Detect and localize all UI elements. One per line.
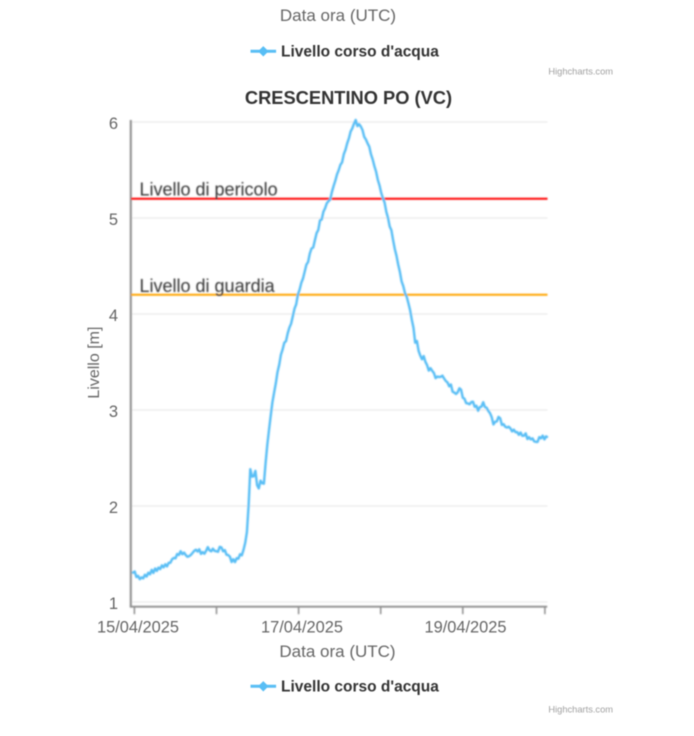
svg-text:5: 5: [109, 211, 118, 229]
svg-text:Livello di guardia: Livello di guardia: [140, 276, 276, 296]
svg-text:4: 4: [109, 307, 118, 325]
svg-text:Livello corso d'acqua: Livello corso d'acqua: [281, 44, 439, 61]
svg-text:Livello di pericolo: Livello di pericolo: [140, 179, 278, 199]
svg-text:Data ora (UTC): Data ora (UTC): [280, 6, 396, 25]
svg-text:Highcharts.com: Highcharts.com: [548, 704, 613, 714]
svg-text:6: 6: [109, 115, 118, 133]
svg-text:2: 2: [109, 499, 118, 517]
svg-text:Livello [m]: Livello [m]: [86, 327, 103, 399]
svg-text:Data ora (UTC): Data ora (UTC): [279, 642, 395, 661]
svg-text:CRESCENTINO PO (VC): CRESCENTINO PO (VC): [245, 87, 452, 108]
svg-text:15/04/2025: 15/04/2025: [97, 619, 179, 637]
svg-text:19/04/2025: 19/04/2025: [424, 619, 506, 637]
svg-text:17/04/2025: 17/04/2025: [261, 619, 343, 637]
svg-text:Livello corso d'acqua: Livello corso d'acqua: [281, 679, 439, 696]
svg-text:1: 1: [109, 595, 118, 613]
svg-text:3: 3: [109, 403, 118, 421]
svg-text:Highcharts.com: Highcharts.com: [548, 66, 613, 76]
